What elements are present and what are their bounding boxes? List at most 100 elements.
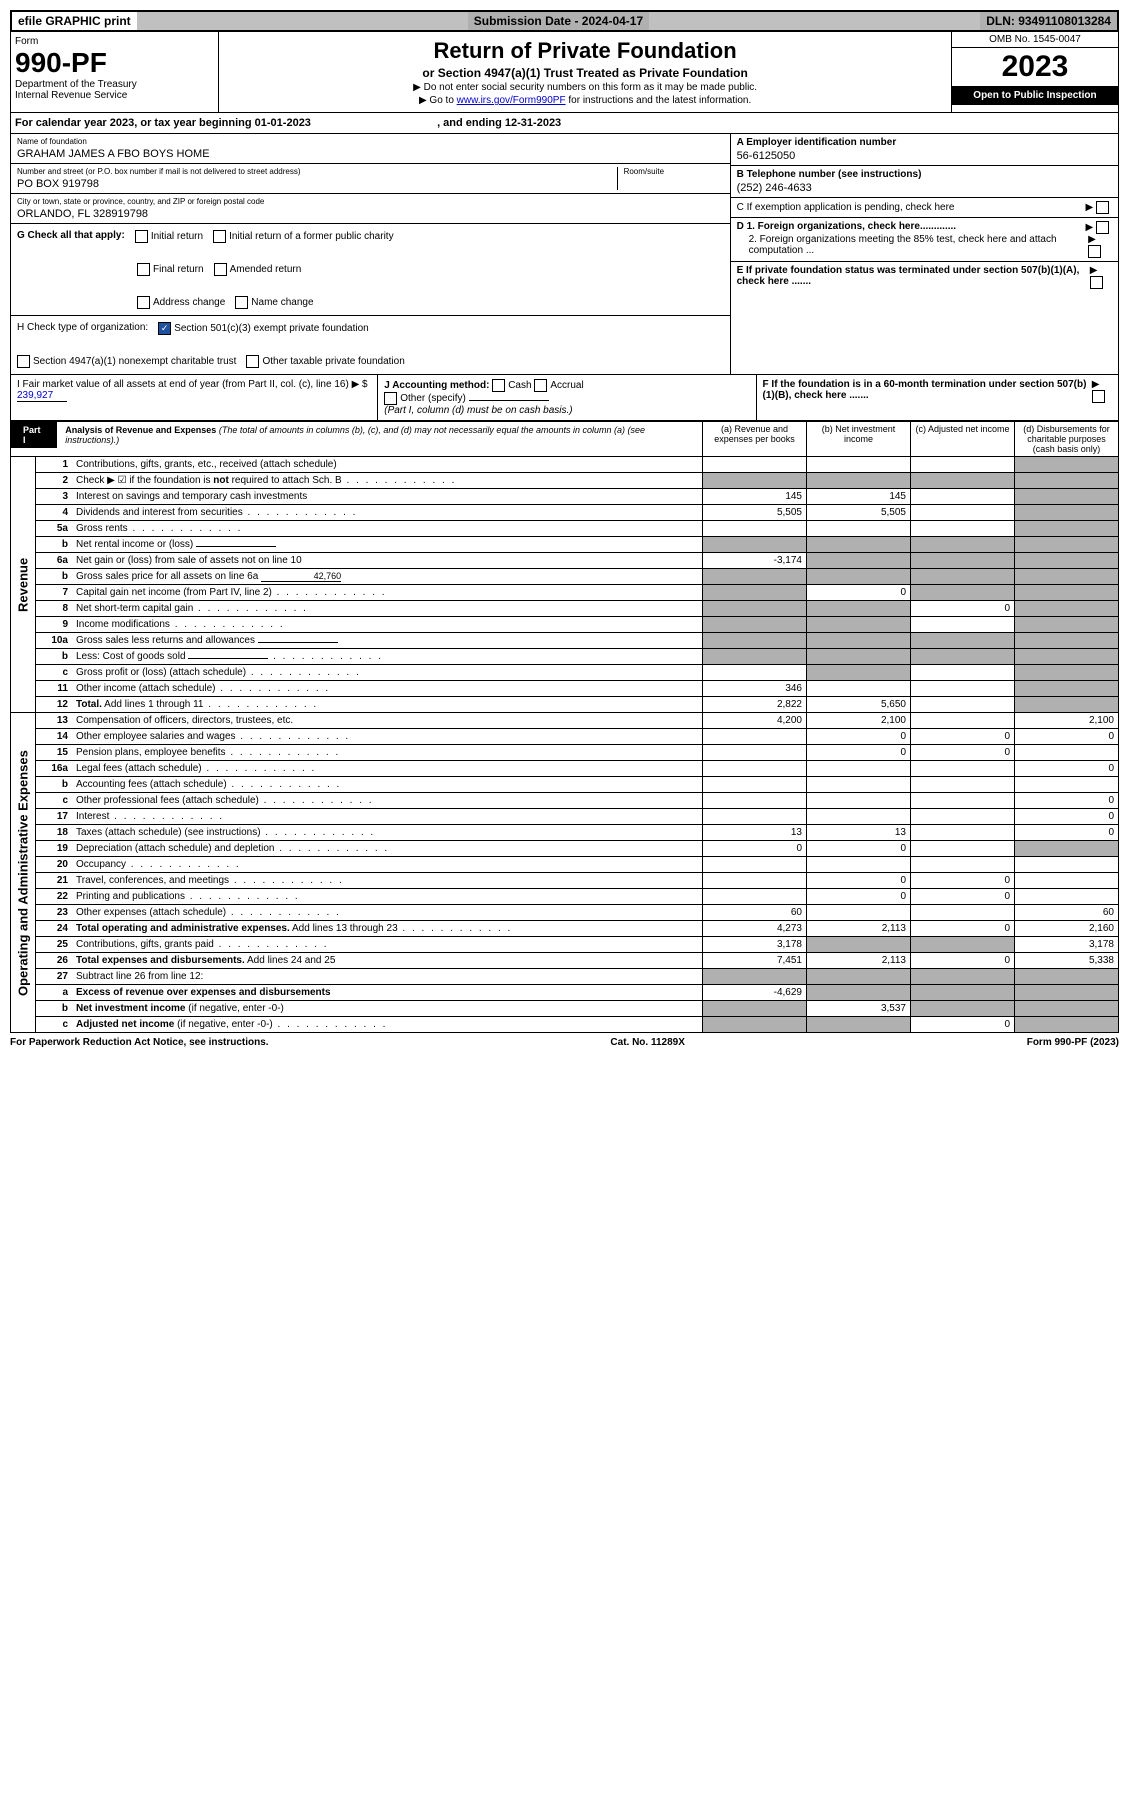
value-cell (911, 809, 1015, 825)
4947a1-checkbox[interactable] (17, 355, 30, 368)
value-cell (911, 665, 1015, 681)
line-description: Interest (72, 809, 703, 825)
line-description: Net short-term capital gain (72, 601, 703, 617)
60month-checkbox[interactable] (1092, 390, 1105, 403)
table-row: aExcess of revenue over expenses and dis… (11, 985, 1119, 1001)
form-instructions-link[interactable]: www.irs.gov/Form990PF (457, 95, 566, 106)
open-inspection: Open to Public Inspection (952, 86, 1118, 105)
value-cell (807, 617, 911, 633)
foreign-org-checkbox[interactable] (1096, 221, 1109, 234)
value-cell: 0 (807, 841, 911, 857)
other-taxable-checkbox[interactable] (246, 355, 259, 368)
value-cell (703, 617, 807, 633)
value-cell (1015, 1001, 1119, 1017)
line-number: c (36, 1017, 73, 1033)
501c3-checkbox[interactable] (158, 322, 171, 335)
value-cell (807, 457, 911, 473)
value-cell (1015, 889, 1119, 905)
status-terminated-checkbox[interactable] (1090, 276, 1103, 289)
value-cell: 0 (807, 873, 911, 889)
line-number: 15 (36, 745, 73, 761)
line-description: Net investment income (if negative, ente… (72, 1001, 703, 1017)
value-cell (703, 649, 807, 665)
line-description: Excess of revenue over expenses and disb… (72, 985, 703, 1001)
line-number: b (36, 649, 73, 665)
table-row: 3Interest on savings and temporary cash … (11, 489, 1119, 505)
table-row: cOther professional fees (attach schedul… (11, 793, 1119, 809)
value-cell (1015, 745, 1119, 761)
final-return-checkbox[interactable] (137, 263, 150, 276)
address-label: Number and street (or P.O. box number if… (17, 167, 617, 176)
cash-checkbox[interactable] (492, 379, 505, 392)
line-number: b (36, 537, 73, 553)
line-description: Adjusted net income (if negative, enter … (72, 1017, 703, 1033)
value-cell: 3,178 (1015, 937, 1119, 953)
amended-return-checkbox[interactable] (214, 263, 227, 276)
initial-return-former-checkbox[interactable] (213, 230, 226, 243)
table-row: bLess: Cost of goods sold (11, 649, 1119, 665)
address-change-checkbox[interactable] (137, 296, 150, 309)
table-row: 22Printing and publications00 (11, 889, 1119, 905)
line-number: 12 (36, 697, 73, 713)
line-number: 21 (36, 873, 73, 889)
value-cell: 0 (807, 729, 911, 745)
value-cell (807, 985, 911, 1001)
line-number: 10a (36, 633, 73, 649)
other-method-checkbox[interactable] (384, 392, 397, 405)
foreign-85-checkbox[interactable] (1088, 245, 1101, 258)
value-cell (1015, 521, 1119, 537)
efile-label[interactable]: efile GRAPHIC print (12, 12, 137, 30)
line-description: Total expenses and disbursements. Add li… (72, 953, 703, 969)
line-number: c (36, 793, 73, 809)
fmv-value[interactable]: 239,927 (17, 390, 67, 402)
line-description: Interest on savings and temporary cash i… (72, 489, 703, 505)
value-cell (807, 905, 911, 921)
line-number: 25 (36, 937, 73, 953)
value-cell (1015, 585, 1119, 601)
value-cell: 0 (807, 745, 911, 761)
line-number: 2 (36, 473, 73, 489)
line-description: Contributions, gifts, grants, etc., rece… (72, 457, 703, 473)
name-change-checkbox[interactable] (235, 296, 248, 309)
value-cell (911, 937, 1015, 953)
accrual-checkbox[interactable] (534, 379, 547, 392)
value-cell: 0 (911, 1017, 1015, 1033)
initial-return-checkbox[interactable] (135, 230, 148, 243)
value-cell: 0 (911, 873, 1015, 889)
table-row: 25Contributions, gifts, grants paid3,178… (11, 937, 1119, 953)
exemption-pending-checkbox[interactable] (1096, 201, 1109, 214)
value-cell (1015, 537, 1119, 553)
table-row: 7Capital gain net income (from Part IV, … (11, 585, 1119, 601)
value-cell (911, 457, 1015, 473)
line-number: 9 (36, 617, 73, 633)
value-cell: 4,273 (703, 921, 807, 937)
value-cell: 346 (703, 681, 807, 697)
value-cell (911, 793, 1015, 809)
value-cell: 0 (911, 729, 1015, 745)
c-label: C If exemption application is pending, c… (737, 202, 955, 213)
phone-label: B Telephone number (see instructions) (737, 169, 922, 180)
table-row: 18Taxes (attach schedule) (see instructi… (11, 825, 1119, 841)
line-description: Total. Add lines 1 through 11 (72, 697, 703, 713)
line-number: 26 (36, 953, 73, 969)
value-cell (703, 873, 807, 889)
line-description: Net gain or (loss) from sale of assets n… (72, 553, 703, 569)
value-cell (703, 969, 807, 985)
calendar-year-row: For calendar year 2023, or tax year begi… (10, 113, 1119, 134)
d1-label: D 1. Foreign organizations, check here..… (737, 221, 957, 232)
e-label: E If private foundation status was termi… (737, 265, 1080, 287)
line-number: 6a (36, 553, 73, 569)
line-number: b (36, 569, 73, 585)
value-cell (1015, 873, 1119, 889)
value-cell: 60 (703, 905, 807, 921)
value-cell: 145 (703, 489, 807, 505)
table-row: 16aLegal fees (attach schedule)0 (11, 761, 1119, 777)
value-cell: 3,537 (807, 1001, 911, 1017)
table-row: Operating and Administrative Expenses13C… (11, 713, 1119, 729)
value-cell (807, 649, 911, 665)
value-cell (911, 985, 1015, 1001)
value-cell (1015, 569, 1119, 585)
year-begin: 01-01-2023 (255, 117, 311, 129)
header-right: OMB No. 1545-0047 2023 Open to Public In… (951, 32, 1118, 112)
value-cell: -3,174 (703, 553, 807, 569)
